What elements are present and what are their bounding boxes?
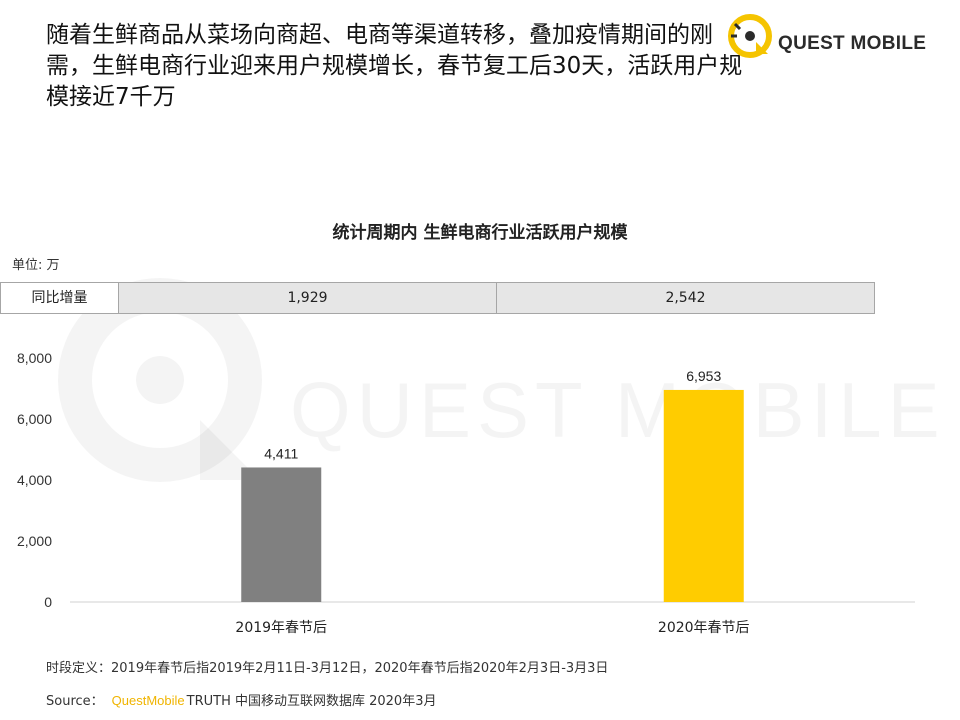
logo-text: QUEST MOBILE xyxy=(778,33,927,54)
yoy-value-cell: 2,542 xyxy=(496,282,875,314)
quest-mobile-logo-icon xyxy=(728,14,772,58)
footnote: 时段定义：2019年春节后指2019年2月11日-3月12日，2020年春节后指… xyxy=(46,661,609,676)
y-tick-label: 2,000 xyxy=(17,533,52,549)
quest-mobile-logo: QUEST MOBILE xyxy=(726,12,926,62)
x-tick-label: 2019年春节后 xyxy=(235,620,327,636)
data-label: 6,953 xyxy=(686,368,721,384)
yoy-table: 同比增量 1,929 2,542 xyxy=(0,282,875,314)
data-label: 4,411 xyxy=(264,445,298,461)
yoy-header-cell: 同比增量 xyxy=(0,282,119,314)
y-tick-label: 4,000 xyxy=(17,472,52,488)
bar-chart: 0 2,000 4,000 6,000 8,000 4,411 2019年春节后 6,953 2… xyxy=(17,350,915,636)
unit-label: 单位: 万 xyxy=(12,258,60,273)
chart-title: 统计周期内 生鲜电商行业活跃用户规模 xyxy=(332,223,628,243)
y-tick-label: 0 xyxy=(44,594,52,610)
y-tick-label: 6,000 xyxy=(17,411,52,427)
source-rest: TRUTH 中国移动互联网数据库 2020年3月 xyxy=(186,694,437,709)
x-tick-label: 2020年春节后 xyxy=(658,620,750,636)
source-brand: QuestMobile xyxy=(111,693,185,708)
y-tick-label: 8,000 xyxy=(17,350,52,366)
bar xyxy=(241,467,322,602)
headline: 随着生鲜商品从菜场向商超、电商等渠道转移，叠加疫情期间的刚需，生鲜电商行业迎来用… xyxy=(46,22,743,110)
source-label: Source： xyxy=(46,694,104,709)
yoy-value-cell: 1,929 xyxy=(118,282,497,314)
source-line: Source： QuestMobile TRUTH 中国移动互联网数据库 2020年… xyxy=(46,690,436,709)
bar xyxy=(663,389,744,602)
